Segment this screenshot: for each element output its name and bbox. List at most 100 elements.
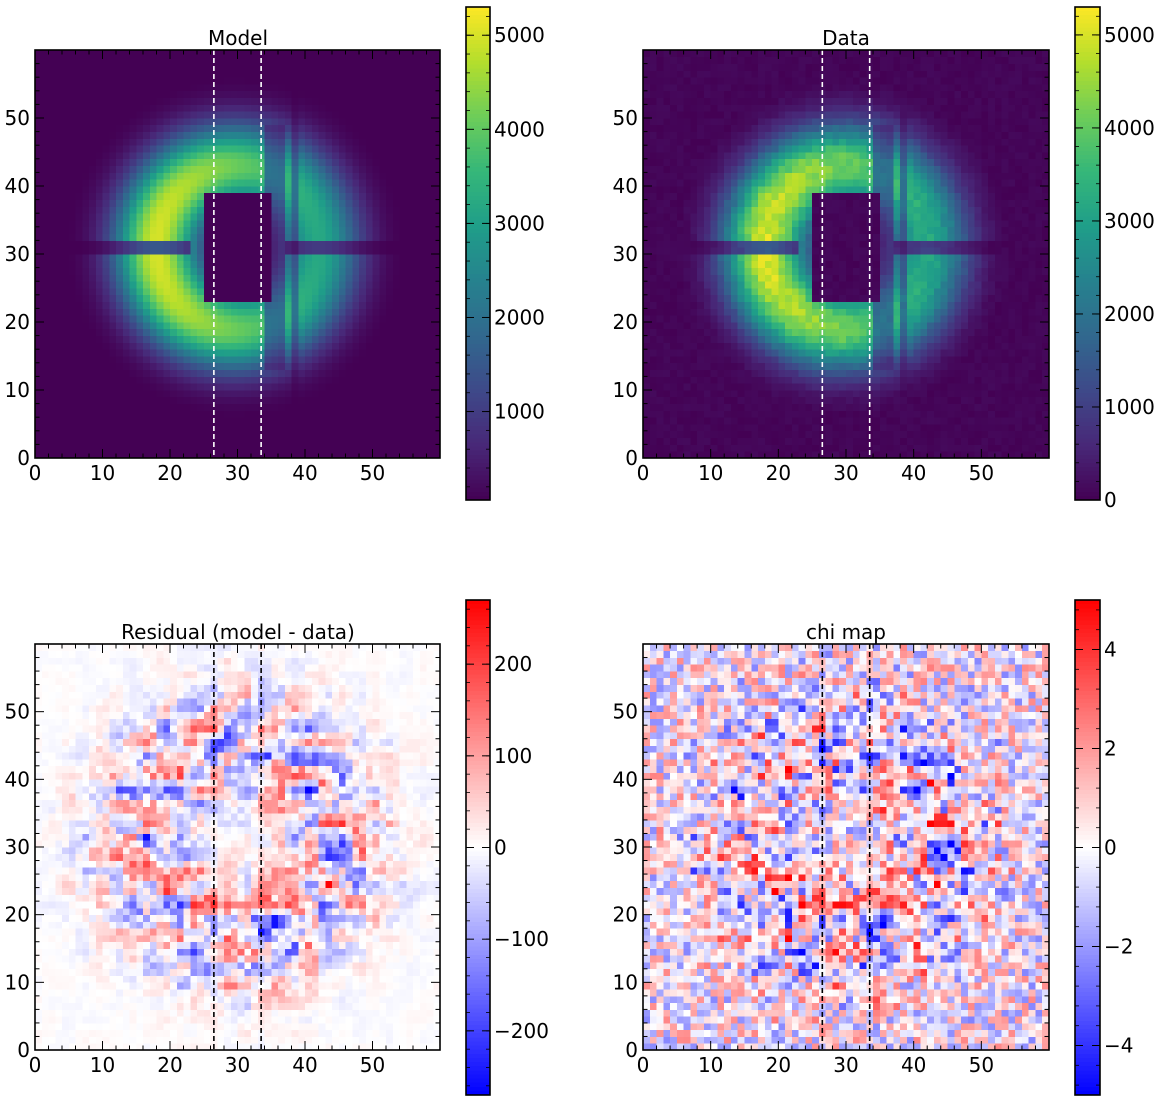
heatmap-cell — [237, 356, 245, 364]
heatmap-cell — [68, 301, 76, 309]
heatmap-cell — [730, 356, 739, 364]
colorbar-segment — [466, 237, 490, 242]
heatmap-cell — [116, 437, 124, 445]
heatmap-cell — [291, 199, 299, 207]
heatmap-cell — [197, 335, 205, 343]
heatmap-cell — [392, 390, 400, 398]
heatmap-cell — [325, 301, 333, 309]
heatmap-cell — [244, 403, 252, 411]
colorbar-segment — [466, 339, 490, 345]
heatmap-cell — [244, 281, 252, 289]
colorbar-segment — [466, 413, 490, 419]
heatmap-cell — [203, 396, 211, 404]
heatmap-cell — [75, 226, 83, 234]
heatmap-cell — [927, 342, 935, 350]
heatmap-cell — [345, 437, 353, 445]
heatmap-cell — [345, 77, 353, 85]
heatmap-cell — [690, 335, 698, 343]
heatmap-cell — [284, 213, 292, 221]
heatmap-cell — [264, 267, 272, 275]
heatmap-cell — [318, 274, 326, 282]
heatmap-cell — [873, 362, 881, 370]
heatmap-cell — [710, 369, 718, 377]
heatmap-cell — [183, 206, 191, 214]
heatmap-cell — [224, 315, 232, 323]
heatmap-cell — [176, 254, 184, 262]
heatmap-cell — [933, 376, 942, 384]
heatmap-cell — [210, 356, 218, 364]
heatmap-cell — [55, 308, 63, 316]
heatmap-cell — [224, 138, 232, 146]
heatmap-cell — [55, 383, 63, 391]
heatmap-cell — [109, 410, 117, 418]
heatmap-cell — [271, 70, 279, 78]
heatmap-cell — [873, 349, 881, 357]
heatmap-cell — [203, 383, 211, 391]
heatmap-cell — [197, 206, 205, 214]
heatmap-cell — [298, 396, 306, 404]
heatmap-cell — [278, 417, 286, 425]
heatmap-cell — [318, 294, 326, 302]
heatmap-cell — [325, 260, 333, 268]
heatmap-cell — [406, 315, 414, 323]
heatmap-cell — [426, 90, 434, 98]
heatmap-cell — [1035, 362, 1043, 370]
heatmap-cell — [839, 349, 847, 357]
heatmap-cell — [730, 424, 739, 432]
colorbar-segment — [466, 380, 490, 386]
heatmap-cell — [332, 322, 340, 330]
heatmap-cell — [1042, 342, 1050, 350]
colorbar-segment — [466, 417, 490, 423]
heatmap-cell — [264, 260, 272, 268]
heatmap-cell — [325, 247, 333, 255]
heatmap-cell — [237, 267, 245, 275]
heatmap-cell — [35, 206, 43, 214]
heatmap-cell — [89, 145, 97, 153]
heatmap-cell — [690, 383, 698, 391]
heatmap-cell — [48, 124, 56, 132]
heatmap-cell — [927, 390, 935, 398]
heatmap-cell — [284, 179, 292, 187]
heatmap-cell — [264, 356, 272, 364]
heatmap-cell — [359, 444, 367, 452]
heatmap-cell — [149, 417, 157, 425]
heatmap-cell — [311, 233, 319, 241]
heatmap-cell — [156, 240, 164, 248]
heatmap-cell — [879, 356, 887, 364]
heatmap-cell — [278, 199, 286, 207]
heatmap-cell — [122, 138, 130, 146]
heatmap-cell — [379, 260, 387, 268]
heatmap-cell — [994, 403, 1003, 411]
heatmap-cell — [82, 308, 90, 316]
heatmap-cell — [372, 247, 380, 255]
heatmap-cell — [35, 390, 43, 398]
heatmap-cell — [271, 451, 279, 459]
heatmap-cell — [197, 97, 205, 105]
heatmap-cell — [392, 369, 400, 377]
heatmap-cell — [832, 383, 840, 391]
heatmap-cell — [68, 152, 76, 160]
heatmap-cell — [332, 97, 340, 105]
heatmap-cell — [311, 383, 319, 391]
heatmap-cell — [149, 111, 157, 119]
colorbar-segment — [466, 384, 490, 390]
heatmap-cell — [419, 192, 427, 200]
heatmap-cell — [48, 97, 56, 105]
heatmap-cell — [332, 240, 340, 248]
heatmap-cell — [649, 383, 657, 391]
heatmap-cell — [82, 172, 90, 180]
heatmap-cell — [176, 437, 184, 445]
heatmap-cell — [717, 424, 725, 432]
heatmap-cell — [109, 301, 117, 309]
heatmap-cell — [68, 315, 76, 323]
heatmap-cell — [352, 430, 360, 438]
heatmap-cell — [365, 315, 373, 323]
heatmap-cell — [48, 308, 56, 316]
heatmap-cell — [203, 240, 211, 248]
heatmap-cell — [372, 369, 380, 377]
heatmap-cell — [900, 335, 908, 343]
heatmap-cell — [163, 362, 171, 370]
heatmap-cell — [163, 199, 171, 207]
heatmap-cell — [345, 335, 353, 343]
heatmap-cell — [41, 104, 49, 112]
